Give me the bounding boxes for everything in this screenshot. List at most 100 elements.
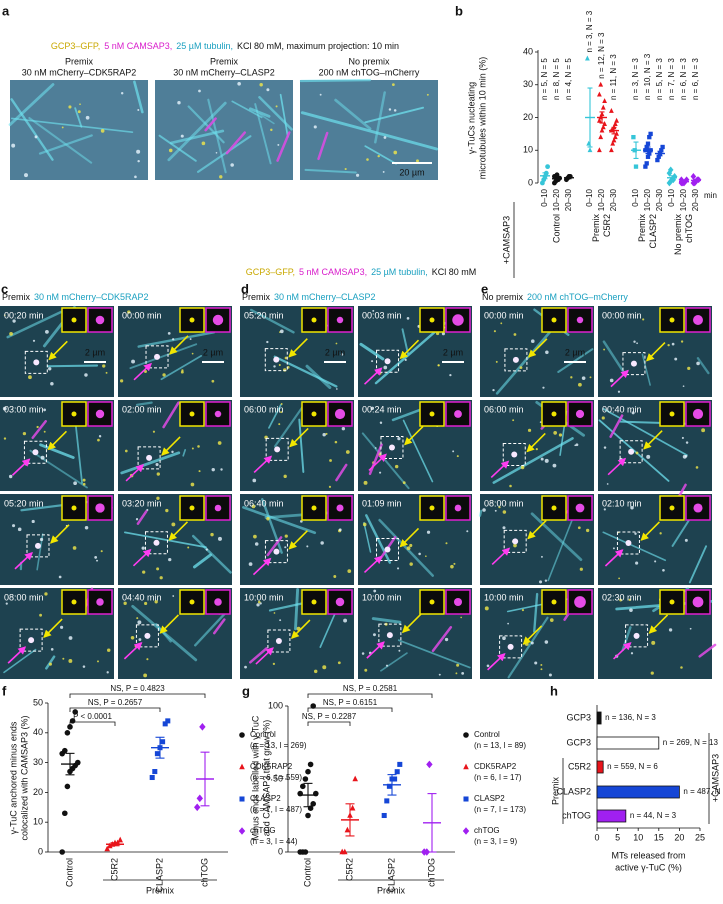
speckle [579, 567, 583, 571]
n-label: n = 7, N = 3 [667, 58, 676, 100]
filament [688, 545, 708, 584]
speckle [217, 536, 222, 541]
magenta-filament [213, 618, 226, 635]
legend-detail: (n = 3, l = 9) [474, 837, 517, 846]
speckle [385, 664, 389, 667]
speckle [606, 483, 609, 485]
legend-marker [239, 732, 245, 738]
speckle [320, 541, 324, 545]
magenta-filament [698, 643, 717, 658]
speckle [280, 411, 283, 414]
n-label: n = 6, N = 3 [691, 58, 700, 100]
roi-box [267, 629, 291, 653]
data-point [64, 783, 71, 790]
x-tick-label: CLASP2 [386, 858, 396, 893]
speckle [237, 81, 241, 86]
legend-label: CLASP2 [250, 794, 281, 803]
speckle [671, 342, 675, 346]
y-tick-label: 50 [33, 697, 43, 707]
speckle [530, 339, 535, 343]
data-point [554, 172, 560, 178]
data-point [609, 147, 614, 153]
timestamp: 01:09 min [362, 498, 402, 508]
legend-detail: (n = 6, l = 17) [474, 773, 522, 782]
speckle [344, 167, 347, 171]
speckle [144, 601, 148, 606]
data-point [614, 117, 619, 123]
data-point [611, 137, 617, 143]
filament [305, 364, 332, 389]
arrow-camsap3 [11, 458, 31, 476]
inset-dot [551, 317, 557, 323]
speckle [512, 419, 515, 422]
speckle [540, 668, 543, 671]
timestamp: 06:00 min [484, 404, 524, 414]
speckle [612, 547, 615, 550]
speckle [461, 671, 465, 675]
speckle [39, 537, 44, 542]
speckle [409, 562, 413, 566]
speckle [313, 669, 318, 674]
speckle [539, 421, 542, 423]
filament [557, 348, 594, 373]
filament [273, 355, 338, 388]
speckle [513, 333, 517, 336]
data-point [600, 104, 606, 110]
filament [135, 401, 153, 406]
bar-annotation: n = 269, N = 13 [663, 738, 719, 747]
inset-gcp3 [419, 589, 445, 615]
speckle [630, 506, 634, 510]
filament [207, 98, 227, 174]
speckle [278, 364, 281, 367]
speckle [9, 332, 13, 336]
timestamp: 06:00 min [244, 404, 284, 414]
speckle [48, 662, 53, 666]
filament [254, 103, 272, 165]
arrow-gcp3 [288, 530, 309, 550]
speckle [539, 580, 543, 584]
arrow-gcp3 [527, 338, 548, 358]
speckle [609, 378, 614, 383]
data-point [349, 804, 356, 811]
speckle [372, 633, 376, 637]
filament [3, 648, 37, 674]
panel-condition: Premix 30 nM mCherry–CDK5RAP2 [2, 292, 149, 302]
inset-dot [214, 504, 222, 512]
speckle [540, 663, 543, 666]
filament [124, 531, 207, 549]
arrow-gcp3 [289, 427, 309, 448]
data-point [631, 134, 636, 140]
n-label: n = 10, N = 3 [643, 53, 652, 100]
data-point [545, 164, 550, 170]
filament [160, 355, 202, 381]
data-point [107, 842, 113, 849]
group-label: Control [551, 214, 561, 243]
speckle [406, 317, 410, 320]
roi-box [619, 440, 643, 464]
speckle [681, 436, 684, 439]
image-condition: No premix [348, 56, 390, 66]
filament [193, 553, 212, 569]
image-condition: Premix [210, 56, 239, 66]
speckle [171, 450, 174, 454]
speckle [167, 332, 171, 335]
data-point [426, 760, 433, 769]
group-label: chTOG [684, 214, 694, 243]
speckle [82, 478, 86, 482]
legend-marker [239, 796, 245, 802]
arrow-gcp3 [159, 614, 179, 634]
roi-box [23, 440, 47, 464]
speckle [364, 668, 368, 672]
inset-camsap3 [87, 495, 113, 521]
speckle [575, 443, 579, 447]
speckle [581, 376, 586, 380]
filament [249, 308, 295, 334]
significance-bracket [69, 721, 116, 726]
bar-annotation: n = 487, N = 7 [683, 787, 723, 796]
data-point [660, 144, 665, 150]
legend-label: CDK5RAP2 [474, 762, 517, 771]
filament [158, 134, 197, 162]
scale-bar-label: 2 µm [443, 347, 463, 357]
filament [29, 449, 88, 489]
speckle [44, 592, 48, 596]
